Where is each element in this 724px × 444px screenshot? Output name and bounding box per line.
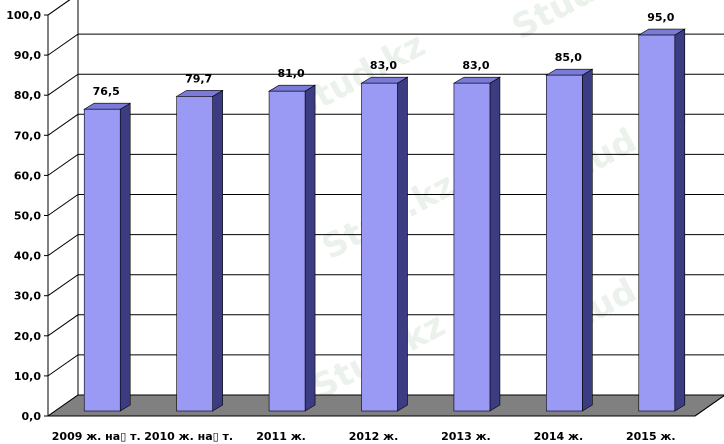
gridline xyxy=(47,354,724,377)
x-tick-label: 2015 ж. xyxy=(626,430,676,443)
gridline xyxy=(47,33,724,56)
bar-side-face xyxy=(119,102,131,412)
bar-side-face xyxy=(212,89,223,412)
bars xyxy=(83,28,686,412)
y-tick-label: 20,0 xyxy=(14,330,41,343)
y-tick-label: 50,0 xyxy=(14,210,41,223)
y-tick-label: 40,0 xyxy=(14,250,41,263)
gridline xyxy=(47,113,724,136)
bar-side-face xyxy=(674,28,686,412)
data-label: 79,7 xyxy=(185,72,212,85)
gridline xyxy=(47,314,724,337)
bar-front-face xyxy=(83,108,121,412)
data-label: 76,5 xyxy=(93,85,120,98)
y-tick-label: 0,0 xyxy=(22,410,42,423)
x-tick-label: 2013 ж. xyxy=(441,430,491,443)
y-tick-label: 30,0 xyxy=(14,290,41,303)
bar xyxy=(452,76,502,412)
floor-right-edge xyxy=(694,395,724,417)
data-label: 81,0 xyxy=(278,67,305,80)
x-tick-label: 2010 ж. на▯ т. xyxy=(144,430,233,443)
y-tick-label: 70,0 xyxy=(14,129,41,142)
bar-front-face xyxy=(176,96,213,412)
data-labels: 76,5 79,7 81,0 83,0 83,0 85,0 95,0 xyxy=(93,11,675,98)
bar-front-face xyxy=(638,34,676,412)
x-tick-label: 2009 ж. на▯ т. xyxy=(52,430,141,443)
bar xyxy=(637,28,686,412)
bar xyxy=(83,102,132,412)
left-wall-top-edge xyxy=(47,0,71,16)
gridline xyxy=(47,194,724,216)
bar-side-face xyxy=(489,76,501,412)
data-label: 95,0 xyxy=(647,11,674,24)
data-label: 83,0 xyxy=(462,59,489,72)
y-axis-tick-labels: 0,0 10,0 20,0 30,0 40,0 50,0 60,0 70,0 80,0 90,0 1… xyxy=(6,9,41,423)
x-tick-label: 2012 ж. xyxy=(349,430,399,443)
bar-front-face xyxy=(361,82,398,412)
data-label: 83,0 xyxy=(370,59,397,72)
y-tick-label: 80,0 xyxy=(14,89,41,102)
y-tick-label: 100,0 xyxy=(6,9,41,22)
bar xyxy=(360,76,409,412)
data-label: 85,0 xyxy=(555,51,582,64)
gridline xyxy=(47,73,724,96)
bar xyxy=(175,89,224,412)
bar-side-face xyxy=(582,68,593,412)
gridline xyxy=(47,274,724,297)
x-axis-category-labels: 2009 ж. на▯ т. 2010 ж. на▯ т. 2011 ж. 2012 … xyxy=(52,430,676,443)
bar-front-face xyxy=(268,90,306,412)
y-tick-label: 60,0 xyxy=(14,169,41,182)
bar xyxy=(267,84,317,412)
gridline xyxy=(47,153,724,176)
bar-side-face xyxy=(304,84,316,412)
x-tick-label: 2014 ж. xyxy=(534,430,584,443)
bar-front-face xyxy=(546,74,583,412)
bar-front-face xyxy=(453,82,491,412)
gridline xyxy=(47,234,724,257)
bar-side-face xyxy=(397,76,408,412)
gridline xyxy=(47,0,71,16)
y-tick-label: 90,0 xyxy=(14,49,41,62)
watermark-text: Stud.kz xyxy=(505,0,651,48)
y-tick-label: 10,0 xyxy=(14,370,41,383)
bar xyxy=(545,68,594,412)
x-tick-label: 2011 ж. xyxy=(256,430,306,443)
